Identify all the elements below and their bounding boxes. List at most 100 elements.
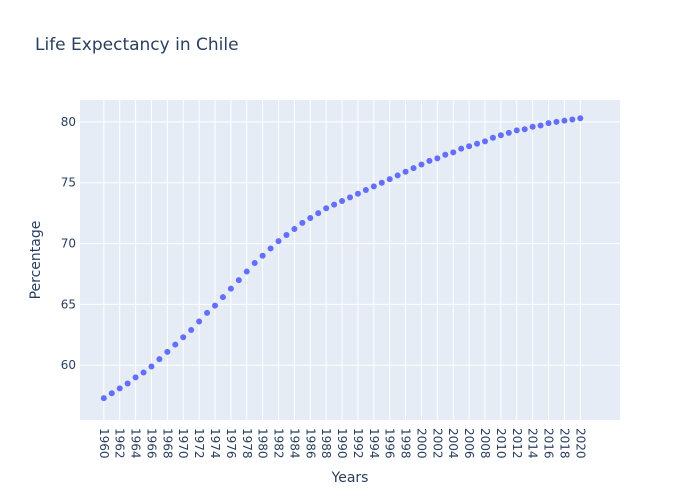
data-point xyxy=(299,219,306,226)
x-tick-label: 2004 xyxy=(446,428,460,459)
data-point xyxy=(386,176,393,183)
data-point xyxy=(212,302,218,309)
data-point xyxy=(164,348,171,355)
x-tick-label: 2020 xyxy=(573,428,587,459)
y-tick-label: 70 xyxy=(61,237,76,251)
data-point xyxy=(148,363,155,370)
data-point xyxy=(378,179,385,186)
data-point xyxy=(339,197,346,204)
data-point xyxy=(219,294,226,301)
data-point xyxy=(561,117,568,124)
data-point xyxy=(426,157,433,164)
x-tick-label: 1964 xyxy=(129,428,143,459)
x-tick-label: 1960 xyxy=(97,428,111,459)
data-point xyxy=(505,129,512,136)
chart-title: Life Expectancy in Chile xyxy=(35,35,239,55)
data-point xyxy=(458,145,465,152)
x-tick-label: 1972 xyxy=(192,428,206,459)
y-tick-label: 60 xyxy=(61,358,76,372)
data-point xyxy=(132,374,139,381)
x-tick-labels: 1960 1962 1964 1966 1968 1970 1972 1974 1976 1978… xyxy=(97,428,587,459)
data-point xyxy=(291,225,298,232)
x-tick-label: 2018 xyxy=(557,428,571,459)
data-point xyxy=(347,194,353,201)
data-point xyxy=(370,183,377,190)
data-point xyxy=(100,395,107,402)
data-point xyxy=(521,126,528,133)
data-point xyxy=(354,190,361,197)
data-point xyxy=(402,168,409,175)
x-tick-label: 1988 xyxy=(319,428,333,459)
data-point xyxy=(497,132,504,139)
x-tick-label: 1990 xyxy=(335,428,349,459)
x-tick-label: 2008 xyxy=(478,428,492,459)
x-tick-label: 1970 xyxy=(176,428,190,459)
y-axis-label: Percentage xyxy=(28,221,44,300)
data-point xyxy=(545,120,552,127)
data-point xyxy=(331,201,338,208)
data-point xyxy=(553,118,560,125)
data-point xyxy=(188,326,195,333)
data-point xyxy=(394,172,401,179)
data-point xyxy=(577,115,584,122)
data-point xyxy=(410,165,417,172)
data-point xyxy=(537,122,544,129)
x-tick-label: 1962 xyxy=(113,428,127,459)
x-tick-label: 1984 xyxy=(287,428,301,459)
data-point xyxy=(442,151,449,158)
data-point xyxy=(124,380,131,387)
grid-lines xyxy=(80,100,620,420)
x-tick-label: 2012 xyxy=(510,428,524,459)
data-point xyxy=(235,277,242,284)
data-point xyxy=(466,143,473,150)
data-point xyxy=(180,334,187,341)
data-point xyxy=(307,215,314,222)
data-point xyxy=(450,149,457,156)
data-point xyxy=(259,252,266,259)
data-point xyxy=(243,268,250,275)
data-point xyxy=(474,140,481,147)
data-point xyxy=(434,155,441,162)
plot-area xyxy=(80,100,620,420)
data-point xyxy=(108,390,115,397)
x-tick-label: 2000 xyxy=(414,428,428,459)
data-point xyxy=(227,285,234,292)
x-tick-label: 1994 xyxy=(367,428,381,459)
x-tick-label: 1966 xyxy=(144,428,158,459)
x-tick-label: 1980 xyxy=(256,428,270,459)
data-point xyxy=(275,238,282,245)
data-point xyxy=(140,369,147,376)
data-point xyxy=(529,123,536,130)
x-tick-label: 2002 xyxy=(430,428,444,459)
data-point xyxy=(251,260,258,267)
y-tick-label: 75 xyxy=(61,176,76,190)
x-tick-label: 2010 xyxy=(494,428,508,459)
data-point xyxy=(513,127,520,134)
data-points xyxy=(100,115,584,402)
x-tick-label: 1992 xyxy=(351,428,365,459)
x-tick-label: 1982 xyxy=(272,428,286,459)
y-tick-label: 80 xyxy=(61,115,76,129)
data-point xyxy=(156,356,163,363)
y-tick-label: 65 xyxy=(61,297,76,311)
data-point xyxy=(116,385,123,392)
data-point xyxy=(418,161,425,168)
x-tick-label: 1978 xyxy=(240,428,254,459)
x-tick-label: 1968 xyxy=(160,428,174,459)
data-point xyxy=(267,245,274,252)
data-point xyxy=(196,318,203,325)
data-point xyxy=(315,210,322,217)
data-point xyxy=(489,134,496,141)
x-tick-label: 1996 xyxy=(383,428,397,459)
x-tick-label: 1986 xyxy=(303,428,317,459)
x-tick-label: 2006 xyxy=(462,428,476,459)
x-axis-label: Years xyxy=(331,470,369,486)
data-point xyxy=(283,232,290,239)
data-point xyxy=(569,116,576,123)
y-tick-labels: 60 65 70 75 80 xyxy=(61,115,76,372)
x-tick-label: 1998 xyxy=(399,428,413,459)
data-point xyxy=(204,309,211,316)
x-tick-label: 2014 xyxy=(526,428,540,459)
